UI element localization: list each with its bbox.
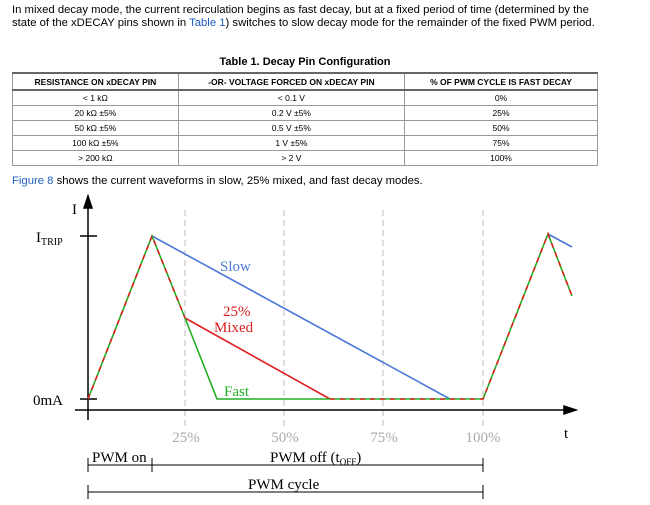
table-cell: 100% <box>403 150 599 166</box>
table-row: 20 kΩ ±5% 0.2 V ±5% 25% <box>12 105 599 121</box>
text: I <box>36 230 41 246</box>
table-row: > 200 kΩ > 2 V 100% <box>12 150 599 166</box>
header-cell: % OF PWM CYCLE IS FAST DECAY <box>403 72 599 91</box>
paragraph: In mixed decay mode, the current recircu… <box>12 4 602 30</box>
header-row: RESISTANCE ON xDECAY PIN -OR- VOLTAGE FOR… <box>12 72 599 91</box>
i-trip-label: ITRIP <box>36 230 63 248</box>
table-cell: > 2 V <box>177 150 405 166</box>
link[interactable]: Table 1 <box>189 17 226 29</box>
table: RESISTANCE ON xDECAY PIN -OR- VOLTAGE FOR… <box>12 72 599 166</box>
mixed-label: Mixed <box>214 320 254 336</box>
table-row: 100 kΩ ±5% 1 V ±5% 75% <box>12 135 599 151</box>
brackets <box>87 458 484 499</box>
tick-label: 50% <box>271 430 299 446</box>
tick-label: 75% <box>370 430 398 446</box>
y-axis-label: I <box>72 202 77 218</box>
subscript: OFF <box>340 457 357 467</box>
pwm-on-label: PWM on <box>92 450 147 466</box>
table-row: < 1 kΩ < 0.1 V 0% <box>12 89 599 106</box>
subscript: TRIP <box>41 237 63 248</box>
mixed-label: 25% <box>223 304 251 320</box>
header-cell: -OR- VOLTAGE FORCED ON xDECAY PIN <box>177 72 405 91</box>
text: PWM off (t <box>270 450 341 466</box>
x-axis-label: t <box>564 426 569 442</box>
link[interactable]: Figure 8 <box>12 175 54 187</box>
pwm-cycle-label: PWM cycle <box>248 477 320 493</box>
pwm-off-label: PWM off (tOFF) <box>270 450 361 467</box>
waveforms <box>87 231 573 400</box>
text: shows the current waveforms in slow, 25%… <box>53 175 423 187</box>
table-row: 50 kΩ ±5% 0.5 V ±5% 50% <box>12 120 599 136</box>
fast-label: Fast <box>224 384 250 400</box>
text: ) switches to slow decay mode for the re… <box>225 17 595 29</box>
tick-label: 25% <box>172 430 200 446</box>
zero-label: 0mA <box>33 393 63 409</box>
table-cell: > 200 kΩ <box>12 150 179 166</box>
axes <box>75 193 579 420</box>
paragraph: Figure 8 shows the current waveforms in … <box>12 175 423 188</box>
table-title: Table 1. Decay Pin Configuration <box>219 56 391 68</box>
tick-label: 100% <box>466 430 501 446</box>
slow-label: Slow <box>220 259 251 275</box>
ticks: 25% 50% 75% 100% <box>172 430 500 446</box>
text: In mixed decay mode, the current recircu… <box>12 4 589 29</box>
text: ) <box>356 450 361 466</box>
